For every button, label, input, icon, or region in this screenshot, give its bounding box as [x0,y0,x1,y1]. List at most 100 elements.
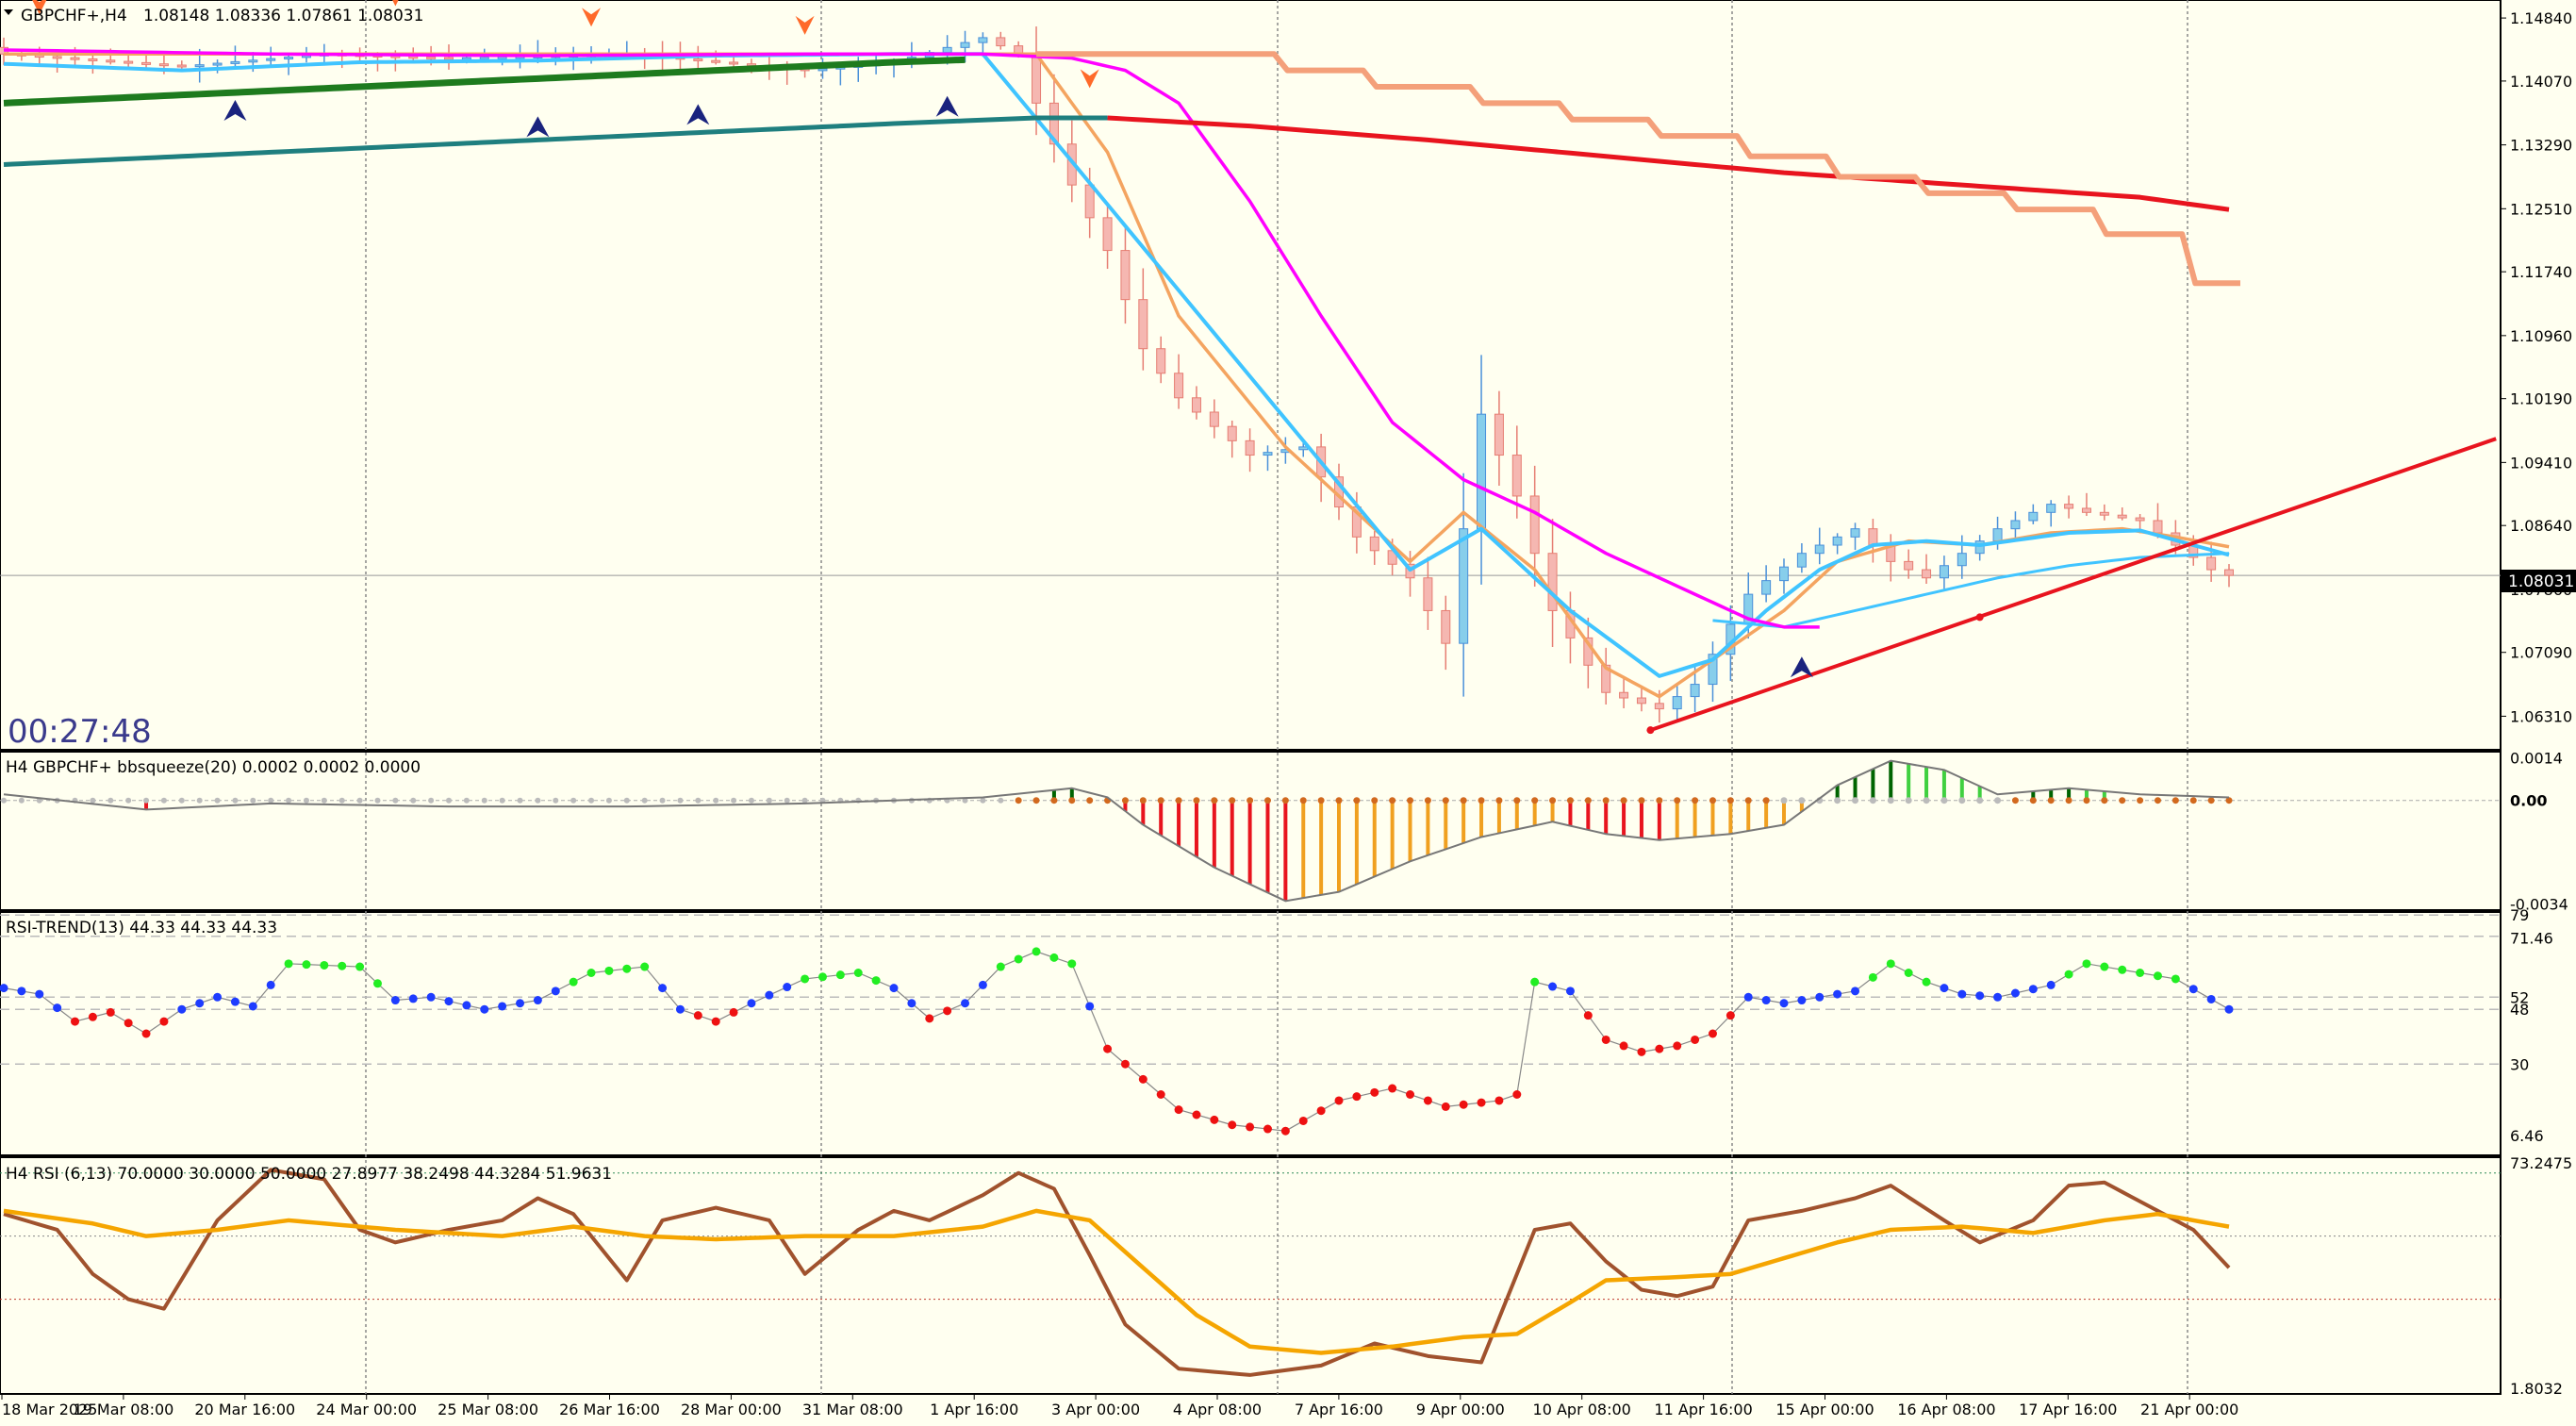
rsi-trend-dot [1601,1035,1610,1044]
candle-body [158,63,169,67]
rsi-trend-dot [1459,1100,1468,1109]
rsi-trend-dot [124,1019,133,1028]
price-tick-label: 1.14840 [2510,9,2572,27]
rsi-trend-dot [871,976,881,986]
rsi-trend-dot [284,959,293,969]
candle-body [1957,553,1967,567]
rsi-trend-dot [1886,959,1895,969]
rsi-trend-dot [1530,977,1540,987]
rsi-trend-dot [640,962,650,971]
squeeze-dot [18,797,25,804]
squeeze-dot [1602,797,1610,804]
rsi-trend-dot [1120,1059,1130,1069]
buy-arrow-icon [526,116,550,138]
candle-body [52,56,62,59]
squeeze-dot [962,797,968,804]
squeeze-dot [1,797,7,804]
rsi-trend-dot [2010,988,2020,998]
rsi-trend-dot [1263,1124,1272,1134]
rsi-trend-dot [2100,962,2109,971]
squeeze-dot [1460,797,1467,804]
squeeze-dot [1211,797,1218,804]
rsi-trend-dot [2206,994,2216,1003]
rsi-trend-dot [1512,1090,1522,1099]
rsi-trend-dot [907,999,916,1008]
squeeze-dot [268,797,274,804]
squeeze-dot [1371,797,1379,804]
bbsqueeze-panel [0,759,2501,903]
candle-body [70,57,80,60]
ohlc-readout: 1.08148 1.08336 1.07861 1.08031 [143,7,423,25]
squeeze-dot [1887,797,1894,804]
candle-body [1619,691,1629,699]
rsi-trend-dot [0,984,8,993]
rsi-trend-dot [2171,974,2180,984]
rsi-trend-dot [53,1003,62,1013]
candle-body [88,58,98,61]
rsi-trend-dot [711,1017,720,1026]
rsi-trend-dot [978,980,987,989]
rsi-trend-dot [355,962,365,971]
squeeze-dot [303,797,309,804]
time-tick-label: 11 Apr 16:00 [1654,1401,1752,1418]
rsi-trend-dot [1565,987,1575,996]
rsi-trend-dot [498,1002,507,1011]
rsi-trend-dot [177,1004,187,1014]
rsi-trend-dot [302,960,311,970]
window-menu-triangle-icon[interactable] [4,9,13,15]
candle-body [2099,511,2109,516]
squeeze-dot [1762,797,1770,804]
rsi-trend-dot [1138,1074,1148,1084]
candle-body [461,57,471,60]
sell-arrow-icon [32,0,47,15]
buy-arrow-icon [686,104,710,125]
time-tick-label: 9 Apr 00:00 [1416,1401,1505,1418]
squeeze-dot [1424,797,1431,804]
rsi-trend-dot [106,1007,115,1017]
candle-body [693,58,703,61]
rsi-trend-dot [1494,1096,1504,1105]
rsi-trend-dot [1815,992,1825,1002]
rsi-trend-dot [747,999,756,1008]
price-tick-label: 1.13290 [2510,137,2572,155]
rsi-trend-dot [675,1004,685,1014]
candle-body [1209,411,1219,427]
squeeze-dot [1495,797,1503,804]
trendline [1649,437,2497,733]
rsi-trend-dot [2188,985,2198,994]
rsi-trend-tick-label: 52 [2510,988,2529,1006]
squeeze-dot [481,797,487,804]
rsi-trend-dot [1441,1102,1450,1111]
candle-body [141,61,152,65]
candle-body [1547,553,1558,611]
trendline-anchor [1975,613,1984,622]
trendline-anchor [1646,726,1655,735]
sell-arrow-icon [582,8,602,27]
candle-body [1690,684,1700,698]
buy-arrow-icon [935,95,959,117]
squeeze-dot [766,797,772,804]
rsi-trend-dot [622,964,632,973]
rsi-trend-dot [1210,1115,1219,1124]
candle-body [1832,536,1842,546]
squeeze-dot [286,797,292,804]
squeeze-dot [1674,797,1681,804]
squeeze-dot [2154,797,2161,804]
squeeze-dot [1744,797,1752,804]
squeeze-dot [499,797,505,804]
squeeze-dot [1798,797,1806,804]
candle-body [497,56,507,59]
squeeze-dot [2065,797,2072,804]
candle-body [2081,507,2091,513]
rsi-panel [0,1168,2501,1377]
squeeze-dot [1940,797,1948,804]
candle-body [817,68,828,72]
candle-body [248,59,258,63]
rsi-trend-dot [1280,1126,1290,1136]
candle-body [1245,439,1255,456]
rsi-trend-dot [248,1002,257,1011]
rsi-trend-dot [444,997,454,1006]
time-tick-label: 26 Mar 16:00 [559,1401,660,1418]
